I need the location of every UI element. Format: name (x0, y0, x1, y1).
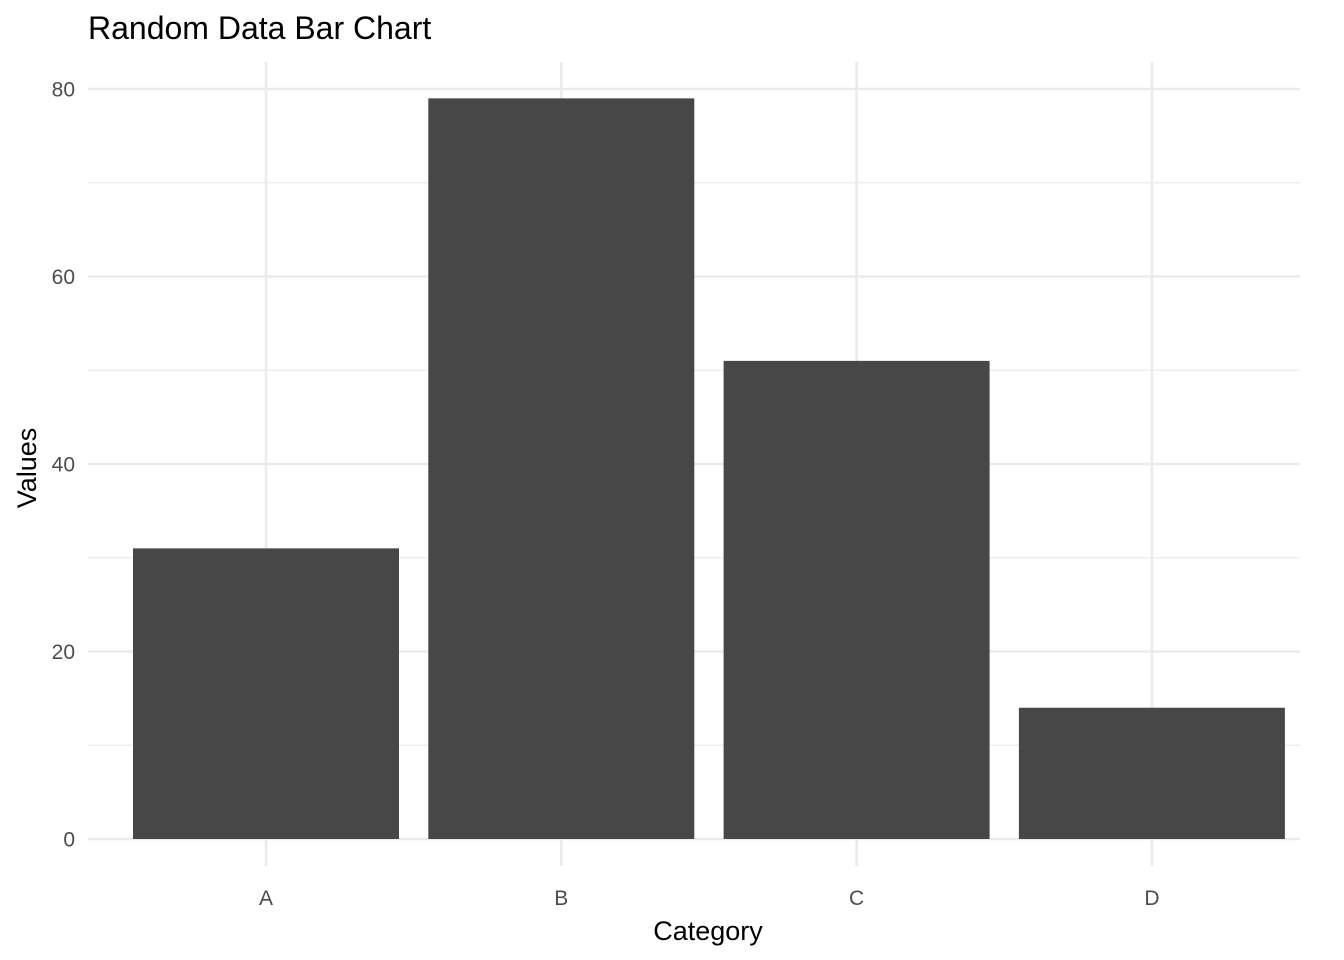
y-axis-tick-labels: 0 20 40 60 80 (52, 79, 75, 852)
x-tick-label: A (259, 887, 273, 910)
y-tick-label: 80 (52, 79, 75, 102)
y-axis-title: Values (12, 428, 42, 509)
chart-title: Random Data Bar Chart (88, 10, 431, 46)
y-tick-label: 0 (63, 829, 75, 852)
x-axis-tick-labels: A B C D (259, 887, 1159, 910)
bar-b (428, 98, 695, 839)
bar-a (133, 548, 399, 839)
bar-c (723, 360, 990, 839)
x-axis-title: Category (653, 916, 763, 946)
y-tick-label: 40 (52, 454, 75, 477)
x-tick-label: D (1144, 887, 1159, 910)
y-tick-label: 20 (52, 641, 75, 664)
x-tick-label: B (554, 887, 568, 910)
y-tick-label: 60 (52, 266, 75, 289)
x-tick-label: C (849, 887, 864, 910)
bars (133, 98, 1285, 839)
bar-d (1018, 707, 1285, 839)
